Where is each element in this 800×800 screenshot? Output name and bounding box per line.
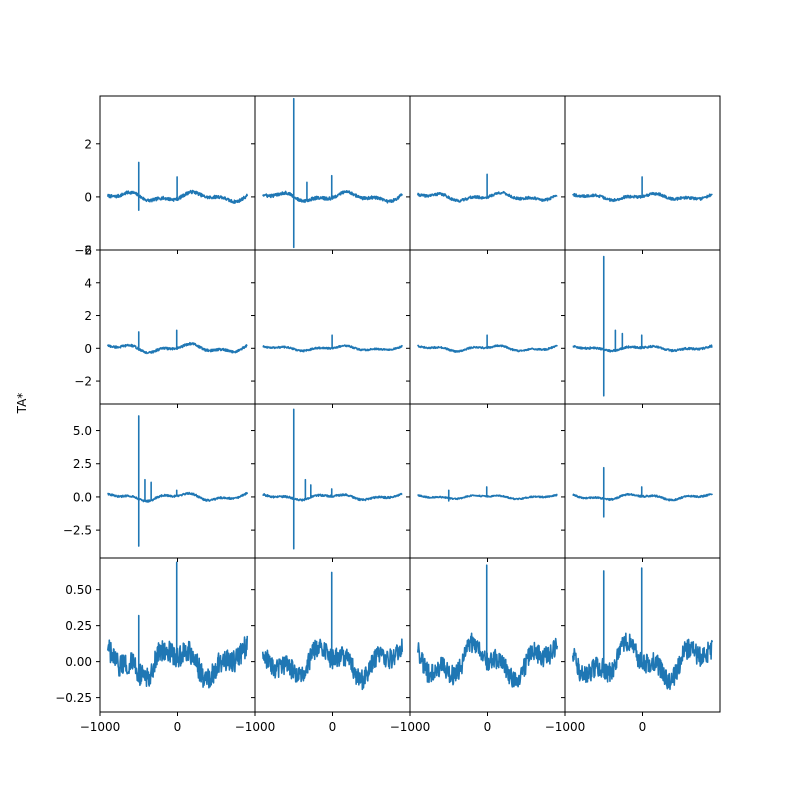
x-tick-label-c1: −1000 [80,720,121,734]
y-tick-label-r4: 0.25 [65,619,92,633]
panel-frame-r3c1 [99,403,256,559]
series-line-r3c2 [262,408,403,550]
x-tick-label-c3: −1000 [390,720,431,734]
y-tick-label-r1: 2 [84,137,92,151]
y-tick-label-r3: 0.0 [73,490,92,504]
series-line-r1c1 [106,161,249,211]
x-tick-label-c2: −1000 [235,720,276,734]
x-tick-label-c4: −1000 [545,720,586,734]
panel-frame-r3c3 [409,403,566,559]
series-line-r2c1 [106,329,248,355]
panel-frame-r3c4 [564,403,721,559]
series-line-r4c3 [416,564,559,688]
panel-frame-r2c4 [564,249,721,405]
x-tick-label-c3: 0 [484,720,492,734]
series-line-r2c2 [262,334,403,353]
y-tick-label-r3: −2.5 [63,524,92,538]
y-tick-label-r3: 2.5 [73,457,92,471]
y-tick-label-r4: −0.25 [55,691,92,705]
series-line-r2c4 [572,255,713,397]
series-line-r3c4 [572,466,713,518]
panel-frame-r1c2 [254,95,411,251]
panel-frame-r2c3 [409,249,566,405]
panel-frame-r2c1 [99,249,256,405]
series-line-r1c4 [572,176,713,203]
y-tick-label-r1: 0 [84,190,92,204]
series-line-r3c1 [107,415,249,547]
series-line-r4c2 [261,571,404,691]
x-tick-label-c4: 0 [639,720,647,734]
series-line-r4c4 [571,567,714,691]
series-line-r3c3 [417,486,558,502]
y-axis-label: TA* [15,393,29,415]
y-tick-label-r4: 0.50 [65,583,92,597]
panel-grid: −2 0 2 −2 0 2 4 6 −2.5 0.0 2.5 5.0 −0.25 0.00 0.25 0.50… [55,95,721,734]
panel-frame-r1c3 [409,95,566,251]
series-line-r1c3 [416,173,558,203]
panel-frame-r1c4 [564,95,721,251]
y-tick-label-r2: 0 [84,342,92,356]
y-tick-label-r2: 2 [84,309,92,323]
x-tick-label-c2: 0 [329,720,337,734]
panel-frame-r3c2 [254,403,411,559]
y-tick-label-r2: 4 [84,276,92,290]
y-tick-label-r2: −2 [74,375,92,389]
y-tick-label-r4: 0.00 [65,655,92,669]
y-tick-label-r2: 6 [84,244,92,258]
y-tick-label-r3: 5.0 [73,424,92,438]
y-tick-label-r1: −2 [74,244,92,258]
series-line-r1c2 [262,97,403,249]
series-line-r2c3 [417,334,558,353]
series-line-r4c1 [106,561,249,689]
panel-frame-r1c1 [99,95,256,251]
x-tick-label-c1: 0 [174,720,182,734]
panel-frame-r2c2 [254,249,411,405]
